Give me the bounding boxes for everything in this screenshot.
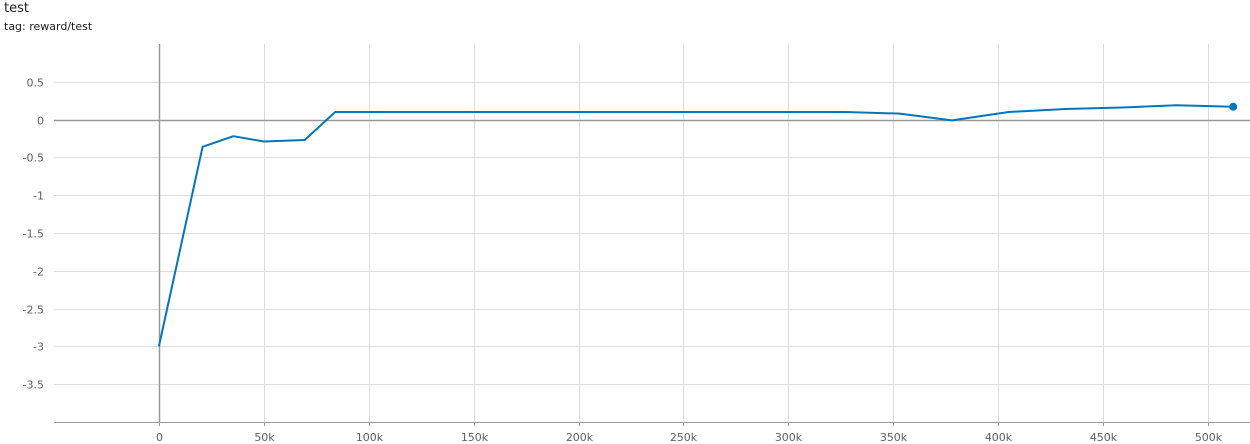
x-tick-label: 400k [985,431,1013,444]
x-tick-label: 150k [461,431,489,444]
x-tick-label: 500k [1195,431,1223,444]
grid-layer [54,44,1250,422]
x-tick-label: 350k [880,431,908,444]
last-point-marker[interactable] [1229,102,1238,111]
y-tick-label: -2 [33,266,44,279]
series-line [157,104,1234,347]
x-tick-label: 300k [775,431,803,444]
x-tick-label: 250k [670,431,698,444]
x-tick-label: 200k [566,431,594,444]
y-tick-label: -1.5 [23,228,44,241]
tick-label-layer: 0 50k 100k 150k 200k 250k 300k 350k 400k 450k 500k… [23,77,1223,444]
axis-layer [54,44,1250,426]
y-tick-label: -0.5 [23,152,44,165]
series-layer [157,102,1238,347]
x-tick-label: 50k [254,431,275,444]
chart-tag: tag: reward/test [4,20,93,33]
x-tick-label: 450k [1090,431,1118,444]
chart-title: test [4,1,29,16]
y-tick-label: -3.5 [23,379,44,392]
y-tick-label: -2.5 [23,304,44,317]
x-tick-label: 0 [156,431,163,444]
y-tick-label: -1 [33,190,44,203]
x-tick-label: 100k [356,431,384,444]
y-tick-label: -3 [33,341,44,354]
y-tick-label: 0 [37,115,44,128]
y-tick-label: 0.5 [27,77,45,90]
